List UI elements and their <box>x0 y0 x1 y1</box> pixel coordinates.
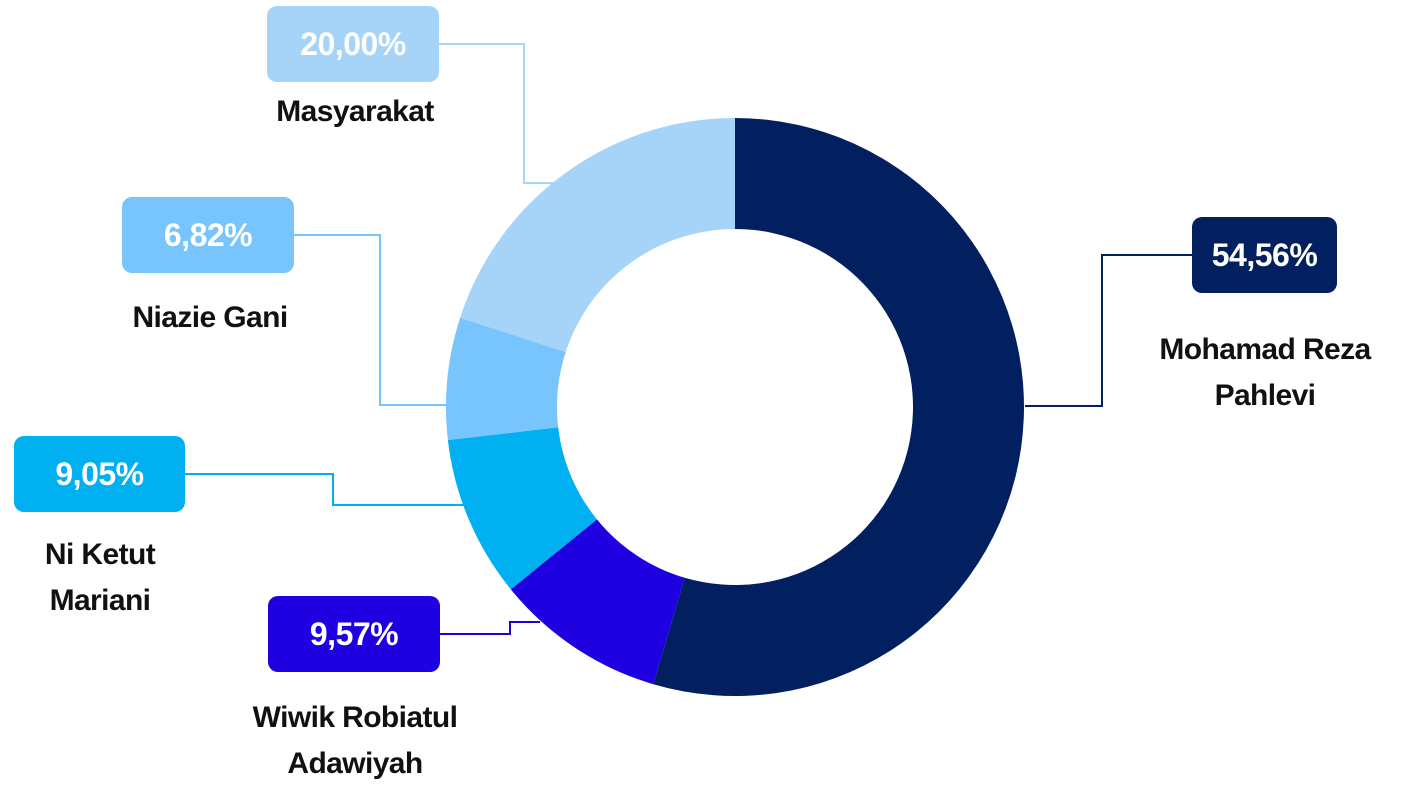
value-label: 20,00% <box>267 6 439 82</box>
leader-line <box>1025 254 1192 407</box>
category-label: Mohamad Reza Pahlevi <box>1159 333 1371 412</box>
donut-slice <box>510 519 685 685</box>
value-label: 6,82% <box>122 197 294 273</box>
leader-line <box>185 473 465 506</box>
value-label: 9,05% <box>14 436 185 512</box>
category-label: Ni Ketut Mariani <box>44 538 156 617</box>
category-label: Wiwik Robiatul Adawiyah <box>252 701 458 780</box>
donut-slice <box>447 427 597 590</box>
leader-line <box>440 621 540 635</box>
category-label: Niazie Gani <box>132 301 288 334</box>
category-label: Masyarakat <box>276 95 434 128</box>
donut-slice <box>460 118 735 352</box>
leader-line <box>439 43 556 184</box>
value-label: 9,57% <box>268 596 440 672</box>
leader-line <box>294 234 448 406</box>
donut-slice <box>653 118 1024 696</box>
value-label: 54,56% <box>1192 217 1337 293</box>
donut-slice <box>446 317 566 440</box>
